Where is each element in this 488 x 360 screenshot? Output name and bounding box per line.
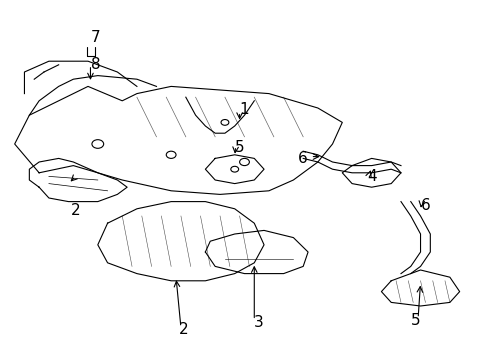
Text: 7: 7 [90,30,100,45]
Text: 6: 6 [298,151,307,166]
Text: 2: 2 [178,322,188,337]
Text: 6: 6 [420,198,429,213]
Text: 4: 4 [366,169,376,184]
Text: 1: 1 [239,102,249,117]
Text: 2: 2 [71,203,81,218]
Text: 8: 8 [90,57,100,72]
Text: 5: 5 [410,313,420,328]
Text: 5: 5 [234,140,244,155]
Text: 3: 3 [254,315,264,330]
